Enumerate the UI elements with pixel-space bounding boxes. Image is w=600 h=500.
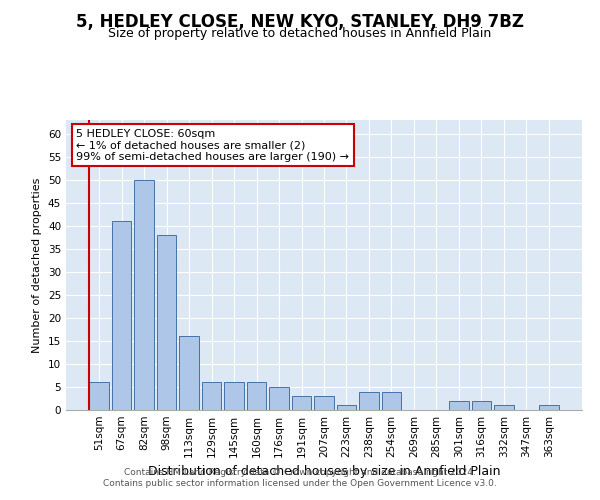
Bar [134,180,154,410]
Bar [314,396,334,410]
Bar [112,222,131,410]
Bar [89,382,109,410]
Bar [337,406,356,410]
Bar [269,387,289,410]
Bar [449,401,469,410]
Bar [382,392,401,410]
Bar [359,392,379,410]
Bar [472,401,491,410]
Text: Size of property relative to detached houses in Annfield Plain: Size of property relative to detached ho… [109,28,491,40]
Bar [224,382,244,410]
Y-axis label: Number of detached properties: Number of detached properties [32,178,43,352]
Text: 5 HEDLEY CLOSE: 60sqm
← 1% of detached houses are smaller (2)
99% of semi-detach: 5 HEDLEY CLOSE: 60sqm ← 1% of detached h… [76,128,349,162]
Bar [179,336,199,410]
Bar [157,235,176,410]
X-axis label: Distribution of detached houses by size in Annfield Plain: Distribution of detached houses by size … [148,466,500,478]
Bar [292,396,311,410]
Bar [494,406,514,410]
Bar [202,382,221,410]
Bar [539,406,559,410]
Text: 5, HEDLEY CLOSE, NEW KYO, STANLEY, DH9 7BZ: 5, HEDLEY CLOSE, NEW KYO, STANLEY, DH9 7… [76,12,524,30]
Bar [247,382,266,410]
Text: Contains HM Land Registry data © Crown copyright and database right 2024.
Contai: Contains HM Land Registry data © Crown c… [103,468,497,487]
